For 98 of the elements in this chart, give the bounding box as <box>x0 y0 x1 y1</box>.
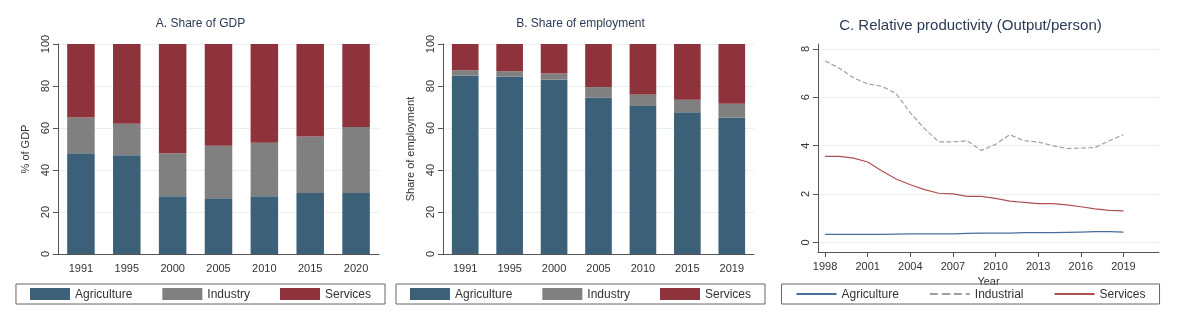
line-series <box>824 60 1125 152</box>
y-tick-label: 60 <box>423 121 436 135</box>
y-tick-label: 40 <box>38 163 51 177</box>
bar <box>496 76 523 254</box>
y-tick-label: 0 <box>423 250 436 258</box>
y-tick-label: 60 <box>38 121 51 135</box>
y-axis-title: % of GDP <box>18 124 31 174</box>
x-tick-label: 2019 <box>719 261 745 274</box>
x-tick-label: 2010 <box>630 261 656 274</box>
legend-label: Services <box>1099 287 1146 301</box>
bar <box>496 71 523 77</box>
x-tick-label: 1998 <box>812 259 838 272</box>
y-tick-label: 100 <box>423 34 436 54</box>
bar <box>67 117 95 154</box>
bar <box>718 117 746 254</box>
x-tick-label: 2010 <box>252 261 277 274</box>
chart-title: B. Share of employment <box>516 16 646 30</box>
legend-label: Industry <box>207 287 251 301</box>
x-tick-label: 1991 <box>452 261 478 274</box>
bar <box>296 44 324 137</box>
bar <box>342 126 370 194</box>
legend-label: Services <box>705 287 752 301</box>
legend-label: Agriculture <box>74 287 133 301</box>
x-tick-label: 2015 <box>297 261 323 274</box>
bar <box>585 87 612 98</box>
legend-label: Industrial <box>974 287 1024 301</box>
x-tick-label: 2020 <box>343 261 369 274</box>
x-axis-title: Year <box>977 275 1000 288</box>
bar <box>451 44 479 71</box>
chart-title: C. Relative productivity (Output/person) <box>839 16 1102 33</box>
bar <box>113 123 141 156</box>
bar <box>674 99 701 113</box>
bar <box>250 196 279 254</box>
y-tick-label: 0 <box>798 239 811 246</box>
x-tick-label: 2000 <box>541 261 567 274</box>
legend-label: Agriculture <box>841 287 900 301</box>
bar <box>585 97 612 254</box>
x-tick-label: 1995 <box>114 261 140 274</box>
x-tick-label: 2000 <box>160 261 185 274</box>
bar <box>540 73 568 80</box>
x-tick-label: 1995 <box>497 261 522 274</box>
bar <box>674 44 701 100</box>
y-tick-label: 100 <box>38 34 51 54</box>
y-tick-label: 80 <box>423 79 436 93</box>
y-tick-label: 8 <box>798 45 811 52</box>
bar <box>204 198 233 254</box>
y-tick-label: 0 <box>38 250 51 258</box>
x-tick-label: 2007 <box>940 259 966 272</box>
bar <box>540 44 568 74</box>
legend-label: Industry <box>587 287 631 301</box>
y-tick-label: 20 <box>38 205 51 219</box>
x-tick-label: 2016 <box>1068 259 1094 272</box>
bar <box>250 44 279 143</box>
x-tick-label: 2013 <box>1025 259 1051 272</box>
y-tick-label: 6 <box>798 94 811 101</box>
x-tick-label: 2004 <box>898 259 923 272</box>
x-tick-label: 2005 <box>206 261 231 274</box>
legend-label: Services <box>325 287 372 301</box>
bar <box>113 44 141 124</box>
x-tick-label: 2005 <box>586 261 611 274</box>
y-tick-label: 20 <box>423 205 436 219</box>
bar <box>250 142 279 197</box>
x-tick-label: 2019 <box>1111 259 1136 272</box>
bar <box>629 44 657 95</box>
y-tick-label: 2 <box>798 190 811 198</box>
line-series <box>824 155 1125 212</box>
bar <box>342 44 370 127</box>
x-tick-label: 2010 <box>983 259 1008 272</box>
bar <box>204 44 233 146</box>
bar <box>585 44 612 88</box>
bar <box>113 155 141 254</box>
bar <box>629 94 657 106</box>
bar <box>451 70 479 76</box>
y-axis-title: Share of employment <box>403 96 416 202</box>
bar <box>158 153 187 197</box>
bar <box>342 193 370 254</box>
x-tick-label: 2001 <box>855 259 880 272</box>
x-tick-label: 2015 <box>675 261 700 274</box>
bar <box>674 112 701 254</box>
bar <box>67 153 95 254</box>
bar <box>496 44 523 72</box>
bar <box>158 44 187 154</box>
y-tick-label: 4 <box>798 142 811 149</box>
bar <box>296 136 324 194</box>
bar <box>540 79 568 254</box>
bar <box>451 75 479 254</box>
bar <box>67 44 95 118</box>
bar <box>296 193 324 254</box>
bar <box>204 145 233 199</box>
bar <box>158 196 187 254</box>
bar <box>718 103 746 118</box>
legend-label: Agriculture <box>454 287 513 301</box>
x-tick-label: 1991 <box>68 261 94 274</box>
y-tick-label: 40 <box>423 163 436 177</box>
bar <box>718 44 746 104</box>
y-tick-label: 80 <box>38 79 51 93</box>
chart-title: A. Share of GDP <box>155 16 246 30</box>
bar <box>629 105 657 254</box>
